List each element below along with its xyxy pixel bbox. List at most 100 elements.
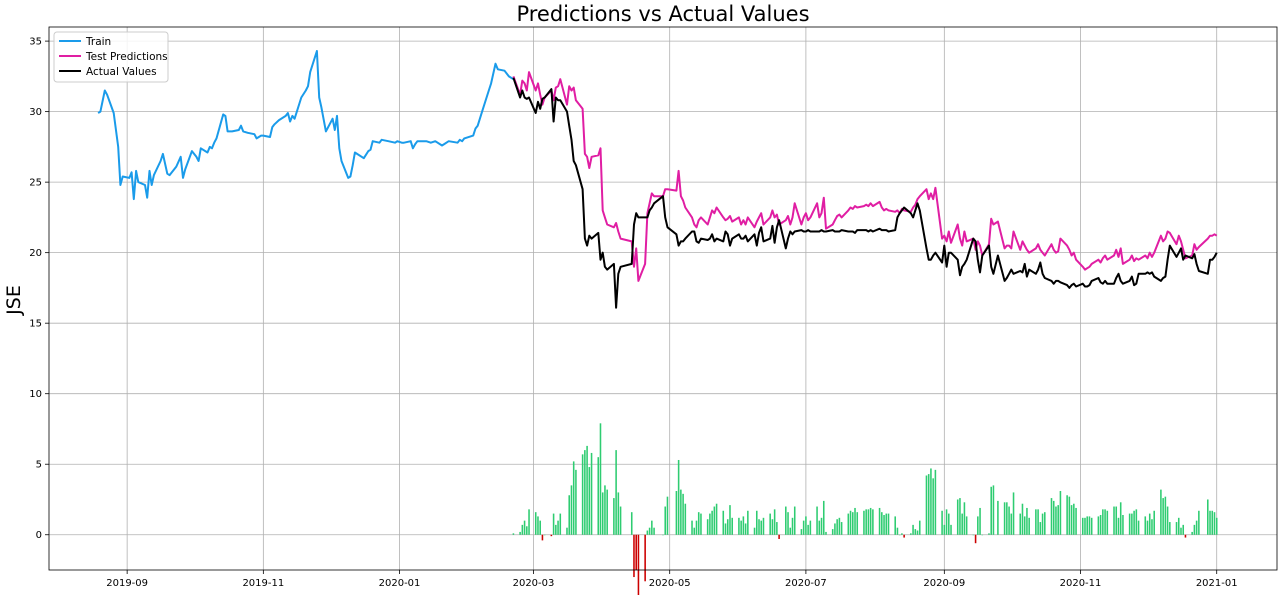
- error-bar: [820, 517, 823, 535]
- error-bar: [539, 520, 541, 535]
- error-bar: [758, 519, 760, 535]
- error-bar: [1021, 503, 1024, 535]
- error-bar: [883, 514, 885, 535]
- error-bar: [1162, 498, 1164, 535]
- error-bar: [581, 454, 584, 535]
- error-bar: [916, 530, 919, 535]
- error-bar: [555, 524, 557, 535]
- error-bar: [885, 513, 888, 535]
- error-bar: [1113, 506, 1115, 535]
- error-bar: [867, 509, 870, 535]
- error-bar: [912, 524, 914, 535]
- error-bar: [776, 522, 778, 535]
- y-tick-label: 30: [29, 107, 42, 118]
- error-bar: [1213, 512, 1216, 535]
- error-bar: [771, 519, 774, 535]
- error-bar: [633, 534, 635, 578]
- error-bar: [1137, 520, 1140, 535]
- error-bar: [1006, 502, 1008, 535]
- error-bar: [604, 485, 606, 535]
- error-bar: [682, 493, 684, 535]
- error-bar: [1041, 513, 1044, 535]
- series-lines: [97, 50, 1218, 309]
- error-bar: [729, 505, 731, 535]
- error-bar: [586, 445, 588, 535]
- error-bar: [662, 534, 664, 536]
- error-bar: [818, 520, 821, 535]
- y-tick-label: 35: [29, 37, 42, 48]
- error-bar: [512, 533, 515, 535]
- error-bar: [1166, 506, 1169, 535]
- error-bar: [697, 512, 700, 535]
- error-bar: [878, 507, 881, 535]
- error-bar: [959, 498, 961, 535]
- error-bar: [816, 506, 818, 535]
- error-bar: [834, 523, 836, 535]
- error-bar: [709, 513, 711, 535]
- legend: Train Test Predictions Actual Values: [53, 31, 169, 83]
- error-bar: [1102, 509, 1104, 535]
- error-bar: [1075, 507, 1077, 535]
- actual-values-line: [512, 77, 1218, 309]
- error-bar: [932, 478, 934, 535]
- train-line: [97, 50, 514, 201]
- error-bar: [863, 510, 865, 535]
- error-bar: [881, 512, 883, 535]
- error-bar: [1026, 507, 1028, 535]
- error-bar: [972, 534, 975, 536]
- error-bar: [793, 506, 796, 535]
- error-bar: [575, 469, 577, 535]
- error-bar: [637, 534, 640, 599]
- error-bar: [809, 520, 812, 535]
- error-bar: [927, 474, 930, 535]
- error-bar: [950, 524, 952, 535]
- legend-label-actual-values: Actual Values: [86, 66, 157, 78]
- error-bar: [1184, 534, 1187, 538]
- error-bar: [713, 506, 716, 535]
- error-bar: [1128, 513, 1131, 535]
- error-bar: [731, 517, 733, 535]
- error-bar: [822, 500, 825, 535]
- error-bar: [693, 527, 696, 535]
- error-bar: [914, 529, 917, 535]
- error-bar: [791, 517, 794, 535]
- error-bar: [990, 486, 992, 535]
- error-bar: [838, 517, 841, 535]
- error-bar: [588, 467, 591, 535]
- error-bar: [570, 485, 573, 535]
- error-bar: [802, 520, 805, 535]
- error-bar: [1215, 517, 1218, 535]
- error-bar: [1148, 513, 1151, 535]
- y-tick-label: 15: [29, 319, 42, 330]
- error-bar: [519, 531, 521, 535]
- error-bar: [1207, 499, 1209, 535]
- error-bar: [543, 534, 546, 536]
- error-bar: [945, 509, 948, 535]
- error-bar: [1131, 513, 1133, 535]
- error-bar: [1211, 510, 1214, 535]
- error-bar: [800, 529, 803, 535]
- error-bar: [523, 520, 526, 535]
- error-bar: [894, 516, 896, 535]
- y-axis-label: JSE: [3, 285, 25, 316]
- error-bar: [747, 510, 749, 535]
- error-bar: [977, 516, 979, 535]
- error-bar: [1055, 506, 1057, 535]
- error-bar: [941, 510, 943, 535]
- x-tick-label: 2020-07: [785, 578, 827, 589]
- error-bar: [528, 509, 530, 535]
- error-bar: [617, 492, 620, 535]
- error-bar: [537, 516, 539, 535]
- error-bar: [599, 423, 602, 535]
- error-bar: [787, 512, 789, 535]
- error-bar: [1039, 522, 1042, 535]
- error-bar: [648, 527, 651, 535]
- error-bar: [785, 506, 787, 535]
- error-bar: [550, 534, 553, 537]
- x-tick-label: 2020-11: [1060, 578, 1102, 589]
- error-bar: [760, 520, 763, 535]
- error-bar: [965, 516, 968, 535]
- error-bar: [1037, 509, 1039, 535]
- error-bar: [521, 524, 524, 535]
- error-bar: [1104, 509, 1106, 535]
